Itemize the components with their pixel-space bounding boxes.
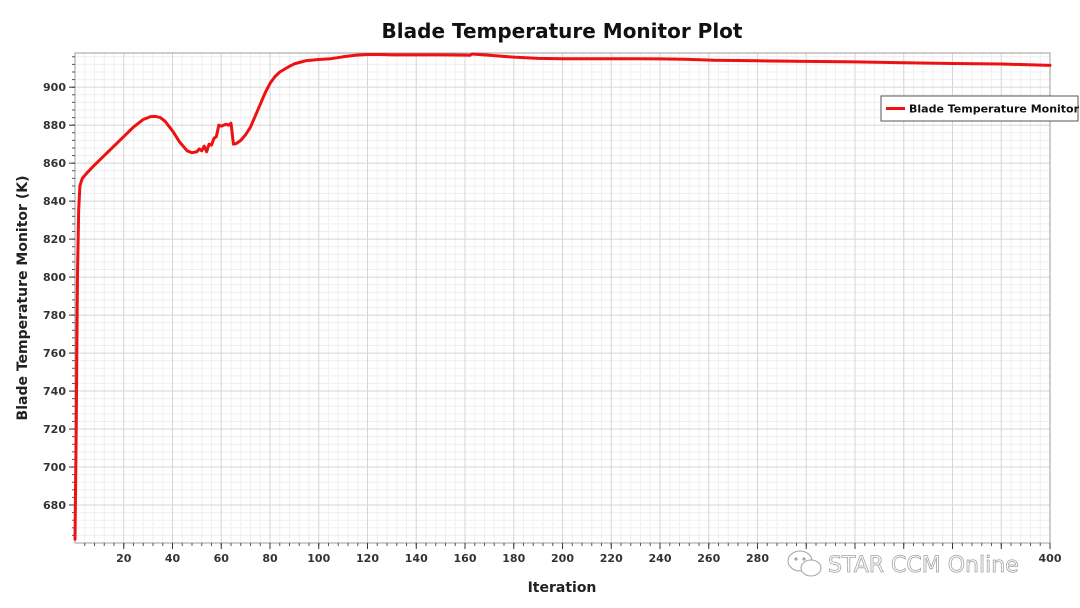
x-tick-label: 140 (405, 552, 428, 565)
y-tick-label: 820 (43, 233, 66, 246)
x-axis-label: Iteration (528, 580, 597, 596)
x-tick-label: 60 (214, 552, 230, 565)
x-tick-label: 260 (697, 552, 720, 565)
grid (75, 53, 1051, 543)
x-tick-label: 160 (454, 552, 477, 565)
watermark-text: STAR CCM Online (828, 553, 1019, 578)
x-tick-label: 20 (116, 552, 132, 565)
x-tick-label: 180 (502, 552, 525, 565)
legend-box (880, 95, 1079, 122)
chart-title: Blade Temperature Monitor Plot (382, 19, 743, 43)
x-tick-label: 120 (356, 552, 379, 565)
y-tick-label: 780 (43, 309, 66, 322)
y-tick-label: 860 (43, 157, 66, 170)
x-tick-label: 220 (600, 552, 623, 565)
y-tick-label: 760 (43, 347, 66, 360)
x-tick-label: 40 (165, 552, 181, 565)
series-line (73, 52, 1052, 541)
series (73, 52, 1052, 541)
legend-entry: Blade Temperature Monitor (909, 103, 1080, 116)
y-tick-label: 740 (43, 385, 66, 398)
watermark: STAR CCM Online (787, 550, 1019, 578)
x-tick-label: 200 (551, 552, 574, 565)
y-tick-label: 700 (43, 461, 66, 474)
x-tick-label: 400 (1039, 552, 1062, 565)
x-tick-label: 240 (649, 552, 672, 565)
y-tick-label: 680 (43, 499, 66, 512)
y-tick-label: 800 (43, 271, 66, 284)
wechat-icon (787, 550, 822, 577)
legend: Blade Temperature Monitor (880, 95, 1080, 122)
x-tick-label: 280 (746, 552, 769, 565)
y-tick-label: 840 (43, 195, 66, 208)
y-tick-label: 900 (43, 81, 66, 94)
y-axis-label: Blade Temperature Monitor (K) (15, 176, 31, 421)
x-tick-label: 80 (262, 552, 278, 565)
y-tick-label: 720 (43, 423, 66, 436)
x-tick-label: 100 (307, 552, 330, 565)
y-tick-label: 880 (43, 119, 66, 132)
axes: 20 40 60 80 100 120 140 160 180 200 220 240 260 280 40… (43, 56, 1062, 565)
